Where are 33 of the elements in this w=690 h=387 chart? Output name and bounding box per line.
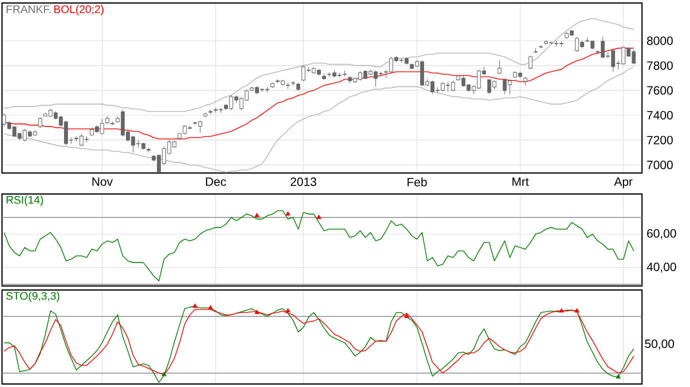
point — [559, 308, 564, 312]
candlestick — [498, 60, 502, 75]
text: RSI(14) — [6, 196, 43, 206]
point — [254, 310, 260, 314]
x-tick-label: Mrt — [512, 178, 529, 186]
y-tick-label: 7000 — [647, 160, 673, 170]
candlestick — [38, 116, 42, 128]
y-tick-label: 7400 — [647, 111, 673, 120]
x-tick-label: Feb — [408, 178, 427, 186]
y-tick-label: 7200 — [647, 136, 673, 144]
point — [404, 314, 410, 318]
point — [162, 372, 167, 376]
x-tick-label: Dec — [206, 178, 226, 186]
point — [208, 305, 213, 310]
point — [574, 308, 580, 312]
y-tick-label: 40,00 — [646, 262, 676, 273]
chart-title: FRANKF. — [6, 5, 51, 14]
series-label: STO(9,3,3) — [6, 292, 60, 302]
text: 50,00 — [644, 340, 674, 350]
point — [616, 374, 621, 378]
point — [192, 304, 198, 308]
candlestick — [208, 109, 212, 114]
text: BOL(20;2) — [54, 5, 104, 16]
x-tick-label: Apr — [614, 178, 633, 188]
x-tick-label: 2013 — [290, 178, 316, 186]
y-tick-label: 60,00 — [647, 229, 676, 240]
y-tick-label: 8000 — [647, 36, 673, 45]
candlestick — [528, 55, 532, 70]
candlestick — [322, 73, 326, 80]
y-tick-label: 7800 — [647, 61, 673, 70]
x-tick-label: Nov — [92, 178, 113, 186]
y-tick-label: 7600 — [647, 86, 673, 95]
point — [285, 308, 290, 312]
